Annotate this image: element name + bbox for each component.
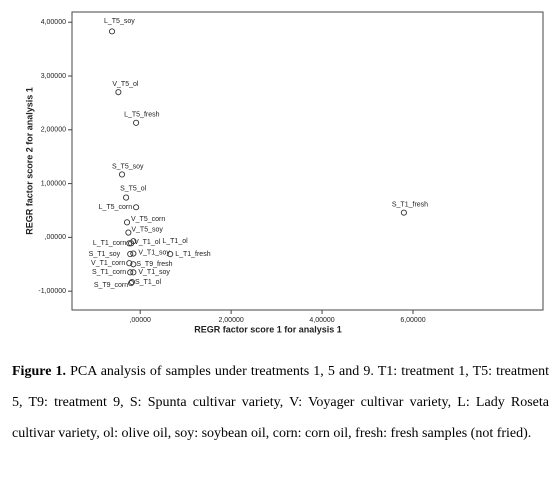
point-label: V_T1_soy [138, 269, 170, 276]
point [130, 269, 137, 276]
point-label: S_T9_fresh [136, 261, 172, 268]
point [115, 89, 122, 96]
point [128, 278, 136, 286]
point-label: V_T5_corn [131, 216, 165, 223]
y-tick-label: 3,00000 [41, 73, 66, 80]
point-label: V_T1_soy [138, 249, 170, 256]
point [108, 28, 116, 35]
point [123, 219, 131, 226]
point-label: V_T1_corn [91, 260, 125, 267]
point-label: V_T5_soy [131, 226, 163, 233]
point-label: L_T5_corn [99, 204, 133, 211]
y-tick-label: ,00000 [45, 234, 67, 241]
point-label: S_T9_corn [94, 282, 128, 289]
point [167, 251, 174, 258]
caption: Figure 1. PCA analysis of samples under … [12, 356, 549, 449]
plot-frame [71, 11, 544, 311]
y-tick-label: 2,00000 [41, 127, 66, 134]
point [133, 204, 140, 211]
point-label: L_T1_fresh [175, 251, 211, 258]
point-label: S_T1_fresh [392, 201, 428, 208]
caption-label: Figure 1. [12, 364, 67, 379]
point [118, 171, 126, 178]
point [127, 251, 134, 258]
chart: REGR factor score 1 for analysis 1 REGR … [24, 11, 544, 334]
point-label: S_T5_soy [112, 163, 144, 170]
point-label: S_T1_soy [89, 251, 121, 258]
y-tick-label: 4,00000 [41, 19, 66, 26]
y-axis-title: REGR factor score 2 for analysis 1 [24, 87, 34, 235]
point [127, 269, 134, 276]
point [130, 250, 137, 257]
x-tick-label: 6,00000 [400, 317, 425, 324]
point-label: L_T1_corn [93, 240, 127, 247]
point-label: S_T1_corn [92, 269, 126, 276]
x-tick-label: 2,00000 [218, 317, 243, 324]
point [130, 261, 137, 268]
x-tick-label: 4,00000 [309, 317, 334, 324]
y-tick-label: -1,00000 [38, 288, 66, 295]
caption-text: PCA analysis of samples under treatments… [12, 364, 549, 441]
point [128, 280, 135, 287]
point [123, 194, 130, 201]
point-label: S_T5_ol [120, 185, 147, 192]
point-label: V_T5_ol [112, 81, 139, 88]
point-label: V_T1_ol [134, 239, 161, 246]
x-axis-title: REGR factor score 1 for analysis 1 [194, 324, 342, 334]
x-tick-label: ,00000 [129, 317, 151, 324]
point [400, 209, 407, 216]
point [130, 238, 137, 245]
point [133, 119, 140, 126]
y-tick-label: 1,00000 [41, 180, 66, 187]
point-label: S_T1_ol [135, 279, 162, 286]
point [126, 260, 133, 267]
point-label: L_T5_soy [104, 18, 135, 25]
point-label: L_T1_ol [162, 238, 188, 245]
point [125, 229, 132, 236]
point-label: L_T5_fresh [124, 112, 160, 119]
